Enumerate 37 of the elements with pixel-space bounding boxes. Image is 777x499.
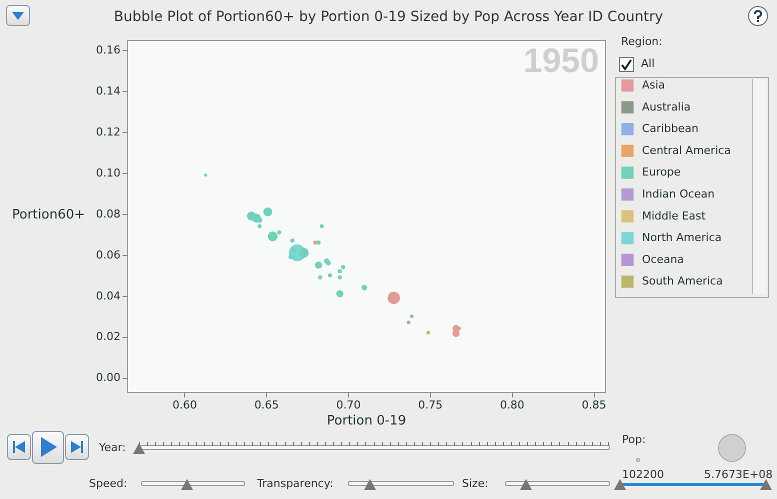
chart-title: Bubble Plot of Portion60+ by Portion 0-19 Sized by Pop Across Year ID Country — [112, 9, 664, 25]
y-tick-label: 0.02 — [96, 330, 120, 344]
x-tick-label: 0.60 — [172, 398, 198, 412]
legend-label: Caribbean — [642, 122, 698, 136]
legend-label: Indian Ocean — [642, 188, 715, 200]
y-tick-label: 0.00 — [96, 371, 120, 384]
text: All — [641, 57, 655, 70]
x-tick-label: 0.80 — [500, 398, 524, 412]
legend-title: Region: — [621, 35, 662, 48]
legend-label: North America — [642, 231, 722, 244]
text: Pop: — [622, 433, 646, 446]
x-tick-label: 0.85 — [582, 398, 606, 412]
legend-label: Asia — [642, 78, 666, 92]
x-tick-label: 0.70 — [336, 398, 361, 412]
text: Size: — [462, 477, 488, 490]
legend-label: Middle East — [642, 209, 706, 222]
y-tick-label: 0.16 — [96, 44, 120, 57]
x-axis-title: Portion 0-19 — [326, 414, 406, 428]
y-tick-label: 0.10 — [96, 166, 120, 180]
legend-label: Europe — [642, 166, 681, 179]
text: Transparency: — [257, 477, 334, 490]
legend-label: Oceana — [642, 252, 684, 266]
y-axis-title: Portion60+ — [12, 208, 86, 222]
legend-label: South America — [642, 274, 723, 288]
text: 102200 — [622, 468, 664, 481]
y-tick-label: 0.06 — [96, 248, 120, 262]
y-tick-label: 0.08 — [96, 207, 120, 220]
legend-label: Australia — [642, 100, 691, 114]
y-tick-label: 0.04 — [96, 289, 120, 302]
legend-label: Central America — [642, 144, 731, 157]
text: 5.7673E+08 — [704, 468, 773, 481]
text: Speed: — [89, 477, 128, 490]
x-tick-label: 0.65 — [254, 398, 279, 412]
y-tick-label: 0.14 — [96, 84, 120, 98]
text: Year: — [99, 441, 126, 454]
y-tick-label: 0.12 — [96, 126, 120, 139]
x-tick-label: 0.75 — [418, 398, 443, 412]
